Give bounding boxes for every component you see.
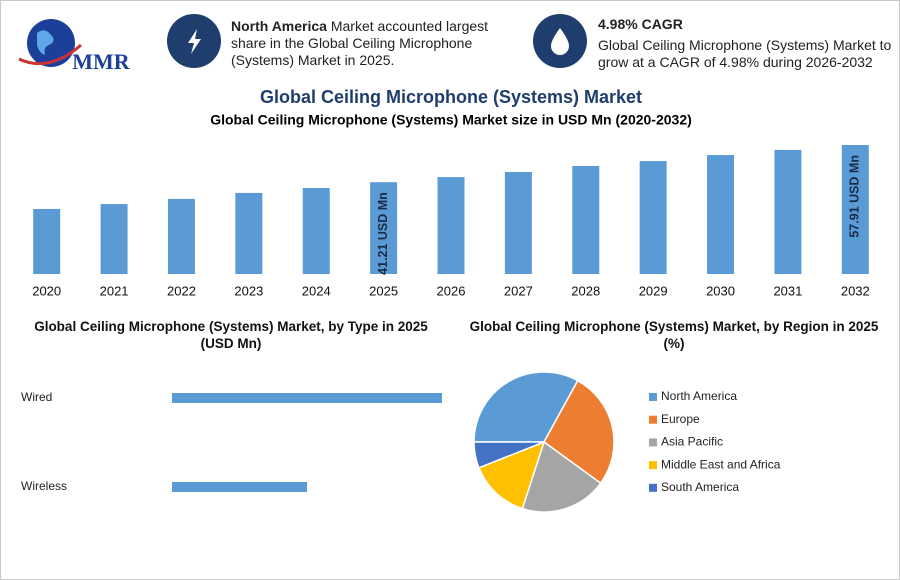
chart-title: Global Ceiling Microphone (Systems) Mark… — [34, 319, 428, 351]
chart-subtitle: Global Ceiling Microphone (Systems) Mark… — [210, 112, 692, 128]
highlight-title: 4.98% CAGR — [598, 16, 683, 32]
pie-slice — [477, 440, 546, 510]
logo-swoosh — [18, 43, 82, 66]
x-tick-label: 2031 — [773, 283, 802, 298]
value-label: 41.21 USD Mn — [376, 192, 390, 275]
pie-slice — [521, 440, 602, 513]
legend-swatch — [649, 461, 657, 470]
logo-text: MMR — [72, 49, 131, 74]
drop-icon — [551, 28, 569, 55]
bar — [639, 161, 667, 274]
pie-slice — [473, 441, 545, 469]
highlight-text: Global Ceiling Microphone (Systems) Mark… — [598, 37, 892, 70]
bar — [370, 182, 398, 274]
x-tick-label: 2029 — [639, 283, 668, 298]
legend-label: Asia Pacific — [661, 435, 723, 449]
logo-land — [37, 30, 54, 55]
bar — [167, 198, 195, 274]
legend-label: Middle East and Africa — [661, 457, 781, 471]
x-tick-label: 2027 — [504, 283, 533, 298]
y-tick-label: Wireless — [21, 479, 67, 493]
legend-swatch — [649, 483, 657, 492]
x-tick-label: 2021 — [100, 283, 129, 298]
chart-title: Global Ceiling Microphone (Systems) Mark… — [469, 319, 879, 351]
legend-label: South America — [661, 480, 739, 494]
legend-label: North America — [661, 389, 737, 403]
bolt-icon — [188, 29, 201, 54]
highlight-title: North America — [231, 18, 327, 34]
bar — [172, 482, 308, 492]
highlight: 4.98% CAGR Global Ceiling Microphone (Sys… — [598, 16, 893, 71]
bar — [172, 393, 442, 403]
value-label: 57.91 USD Mn — [848, 155, 862, 238]
x-tick-label: 2030 — [706, 283, 735, 298]
bar — [437, 177, 465, 274]
bar — [572, 165, 600, 274]
x-tick-label: 2023 — [234, 283, 263, 298]
highlight-text: Market accounted largest share in the Gl… — [231, 18, 489, 68]
bar — [774, 149, 802, 274]
legend-swatch — [649, 393, 657, 401]
x-tick-label: 2022 — [167, 283, 196, 298]
x-tick-label: 2026 — [437, 283, 466, 298]
x-tick-label: 2025 — [369, 283, 398, 298]
legend-swatch — [649, 438, 657, 447]
x-tick-label: 2020 — [32, 283, 61, 298]
bar — [504, 171, 532, 274]
bar — [302, 188, 330, 274]
y-tick-label: Wired — [21, 390, 52, 404]
highlight: North America Market accounted largest s… — [231, 18, 516, 69]
logo: MMR — [18, 19, 131, 74]
page-title: Global Ceiling Microphone (Systems) Mark… — [260, 87, 642, 107]
pie-slice — [473, 371, 579, 443]
bar — [235, 192, 263, 274]
legend-label: Europe — [661, 412, 700, 426]
pie-slice — [543, 379, 615, 485]
x-tick-label: 2024 — [302, 283, 331, 298]
legend-swatch — [649, 415, 657, 424]
bar — [707, 155, 735, 274]
x-tick-label: 2028 — [571, 283, 600, 298]
bar — [100, 204, 128, 274]
x-tick-label: 2032 — [841, 283, 870, 298]
bar — [841, 145, 869, 274]
bar — [33, 208, 61, 274]
